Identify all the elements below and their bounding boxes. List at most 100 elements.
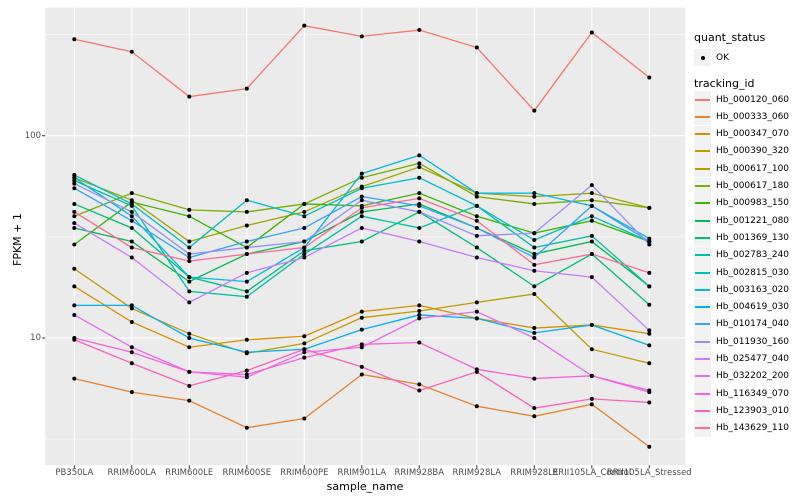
data-point [72, 201, 77, 206]
legend-item-Hb_123903_010[interactable]: Hb_123903_010 [694, 402, 789, 420]
data-point [417, 191, 422, 196]
data-point [187, 255, 192, 260]
legend-item-label: Hb_000390_320 [716, 146, 790, 157]
data-point [244, 372, 249, 377]
legend-item-Hb_025477_040[interactable]: Hb_025477_040 [694, 350, 790, 368]
y-tick-label: 10 [30, 332, 41, 343]
data-point [72, 209, 77, 214]
data-point [72, 242, 77, 247]
legend-item-Hb_004619_030[interactable]: Hb_004619_030 [694, 298, 789, 316]
data-point [589, 373, 594, 378]
data-point [647, 331, 652, 336]
data-point [129, 319, 134, 324]
data-point [417, 239, 422, 244]
legend-item-ok[interactable]: OK [694, 49, 729, 66]
legend-item-Hb_143629_110[interactable]: Hb_143629_110 [694, 419, 789, 437]
legend-item-Hb_000983_150[interactable]: Hb_000983_150 [694, 194, 790, 212]
data-point [532, 262, 537, 267]
legend-item-label: Hb_000347_070 [716, 129, 790, 140]
data-point [647, 328, 652, 333]
data-point [589, 239, 594, 244]
legend-key-line-icon [694, 246, 711, 264]
data-point [187, 345, 192, 350]
legend-item-Hb_000617_100[interactable]: Hb_000617_100 [694, 160, 790, 178]
legend-item-Hb_000120_060[interactable]: Hb_000120_060 [694, 91, 789, 108]
data-point [359, 239, 364, 244]
data-point [474, 300, 479, 305]
legend-item-Hb_032202_200[interactable]: Hb_032202_200 [694, 367, 789, 385]
data-point [647, 444, 652, 449]
data-point [589, 233, 594, 238]
data-point [72, 178, 77, 183]
data-point [187, 331, 192, 336]
legend-key-line-icon [694, 177, 711, 195]
data-point [359, 175, 364, 180]
data-point [417, 312, 422, 317]
x-tick-label: RRII105LA_Stressed [606, 468, 692, 478]
data-point [302, 245, 307, 250]
data-point [302, 248, 307, 253]
data-point [474, 194, 479, 199]
legend-item-Hb_011930_160[interactable]: Hb_011930_160 [694, 333, 789, 351]
data-point [359, 364, 364, 369]
legend-item-Hb_001369_130[interactable]: Hb_001369_130 [694, 229, 789, 247]
data-point [302, 209, 307, 214]
data-point [532, 335, 537, 340]
legend-item-Hb_002783_240[interactable]: Hb_002783_240 [694, 246, 789, 264]
data-point [129, 306, 134, 311]
data-point [417, 209, 422, 214]
data-point [474, 45, 479, 50]
data-point [187, 239, 192, 244]
legend-key-line-icon [694, 298, 711, 316]
data-point [647, 302, 652, 307]
data-point [589, 30, 594, 35]
legend-key-line-icon [694, 212, 711, 230]
data-point [359, 345, 364, 350]
data-point [244, 252, 249, 257]
data-point [302, 239, 307, 244]
legend-item-Hb_003163_020[interactable]: Hb_003163_020 [694, 281, 789, 299]
data-point [302, 23, 307, 28]
data-point [532, 414, 537, 419]
legend-item-label: OK [716, 52, 729, 63]
data-point [359, 171, 364, 176]
data-point [532, 191, 537, 196]
legend-item-Hb_116349_070[interactable]: Hb_116349_070 [694, 385, 789, 403]
legend-item-Hb_002815_030[interactable]: Hb_002815_030 [694, 264, 789, 281]
data-point [129, 245, 134, 250]
x-axis-title: sample_name [326, 480, 404, 493]
data-point [187, 383, 192, 388]
legend-key-line-icon [694, 125, 711, 143]
data-point [72, 186, 77, 191]
data-point [302, 347, 307, 352]
legend-item-label: Hb_000983_150 [716, 198, 790, 209]
legend-item-label: Hb_000617_100 [716, 163, 790, 174]
data-point [532, 292, 537, 297]
legend-item-Hb_000617_180[interactable]: Hb_000617_180 [694, 177, 789, 195]
legend-item-Hb_001221_080[interactable]: Hb_001221_080 [694, 212, 789, 230]
legend-item-Hb_000333_060[interactable]: Hb_000333_060 [694, 108, 789, 126]
legend-item-Hb_000390_320[interactable]: Hb_000390_320 [694, 142, 790, 160]
legend-key-line-icon [694, 385, 711, 403]
legend-item-label: Hb_025477_040 [716, 354, 790, 364]
x-tick-label: RRIM600LE [165, 468, 214, 478]
data-point [244, 294, 249, 299]
legend-item-Hb_010174_040[interactable]: Hb_010174_040 [694, 315, 789, 333]
data-point [417, 175, 422, 180]
data-point [417, 28, 422, 33]
legend-item-Hb_000347_070[interactable]: Hb_000347_070 [694, 125, 790, 143]
data-point [417, 308, 422, 313]
data-point [302, 255, 307, 260]
x-tick-label: RRIM600PE [280, 468, 329, 478]
data-point [532, 231, 537, 236]
legend-key-line-icon [694, 333, 711, 351]
legend-key-line-icon [694, 229, 711, 247]
data-point [474, 233, 479, 238]
data-point [244, 425, 249, 430]
data-point [532, 255, 537, 260]
legend-key-line-icon [694, 367, 711, 385]
data-point [72, 221, 77, 226]
data-point [532, 252, 537, 257]
data-point [129, 390, 134, 395]
